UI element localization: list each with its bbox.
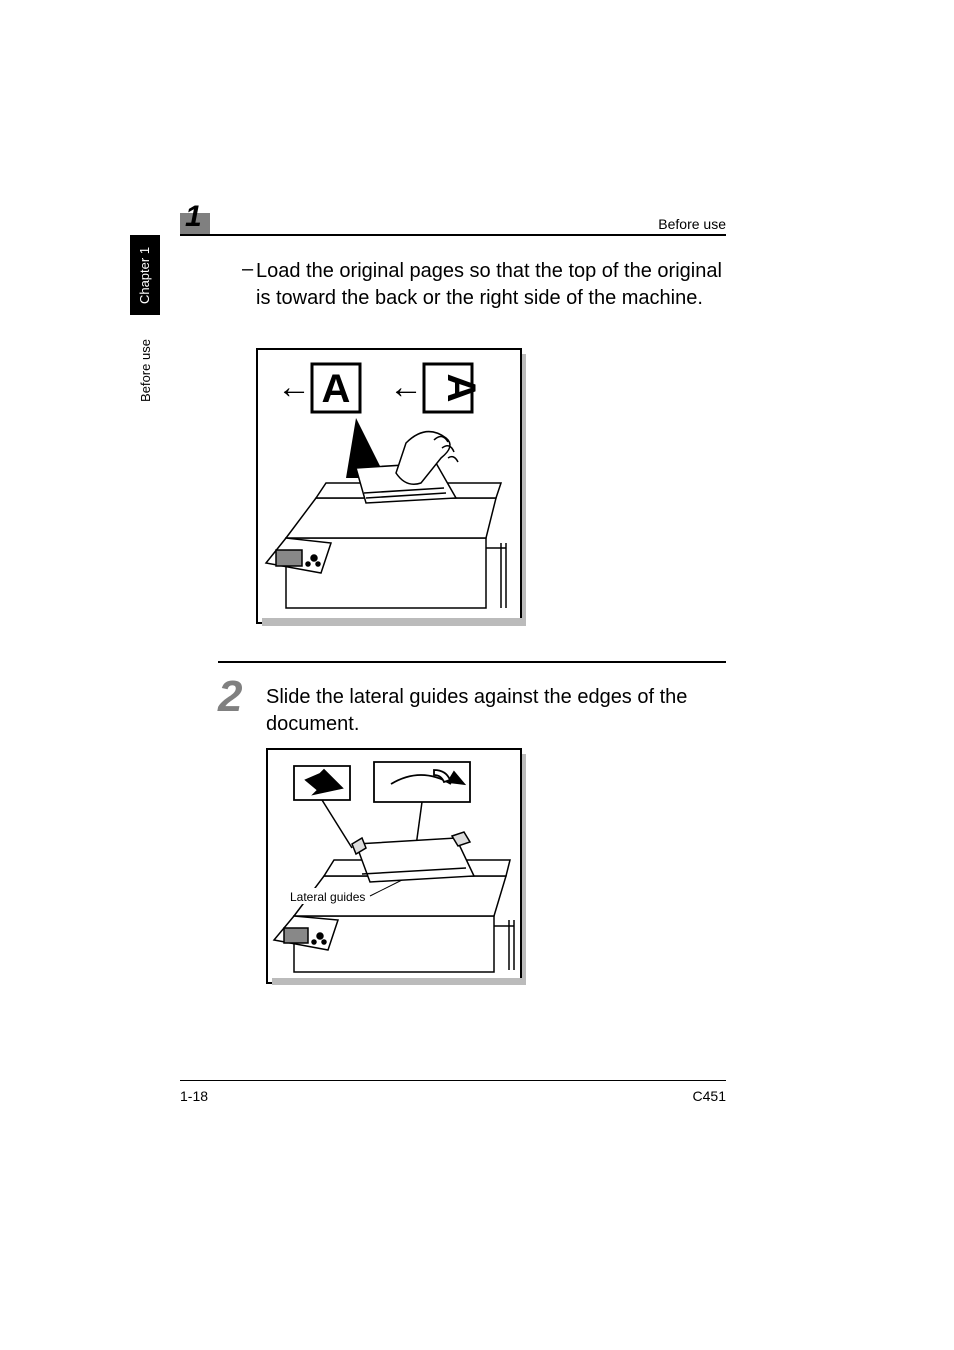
- svg-text:A: A: [322, 367, 351, 411]
- side-tab-section-text: Before use: [138, 339, 153, 402]
- side-tab-chapter-text: Chapter 1: [138, 246, 153, 303]
- side-tab-chapter: Chapter 1: [130, 235, 160, 315]
- side-tab-section: Before use: [130, 330, 160, 410]
- note-text: Load the original pages so that the top …: [256, 258, 726, 312]
- svg-text:←: ←: [277, 368, 311, 406]
- step2-text: Slide the lateral guides against the edg…: [266, 684, 726, 738]
- header-rule: [180, 234, 726, 236]
- footer-model: C451: [693, 1088, 726, 1104]
- svg-text:A: A: [439, 374, 483, 403]
- figure-lateral-guides: Lateral guides: [266, 748, 526, 988]
- footer-page-number: 1-18: [180, 1088, 208, 1104]
- svg-text:←: ←: [389, 368, 423, 406]
- header-right-label: Before use: [658, 216, 726, 232]
- step2-number: 2: [218, 672, 242, 722]
- step2-rule: [218, 661, 726, 663]
- note-dash: –: [242, 258, 253, 281]
- header-section-number: 1: [185, 200, 202, 234]
- lateral-guides-label: Lateral guides: [290, 890, 365, 904]
- footer-rule: [180, 1080, 726, 1081]
- figure-load-original: ← A ← A: [256, 348, 526, 628]
